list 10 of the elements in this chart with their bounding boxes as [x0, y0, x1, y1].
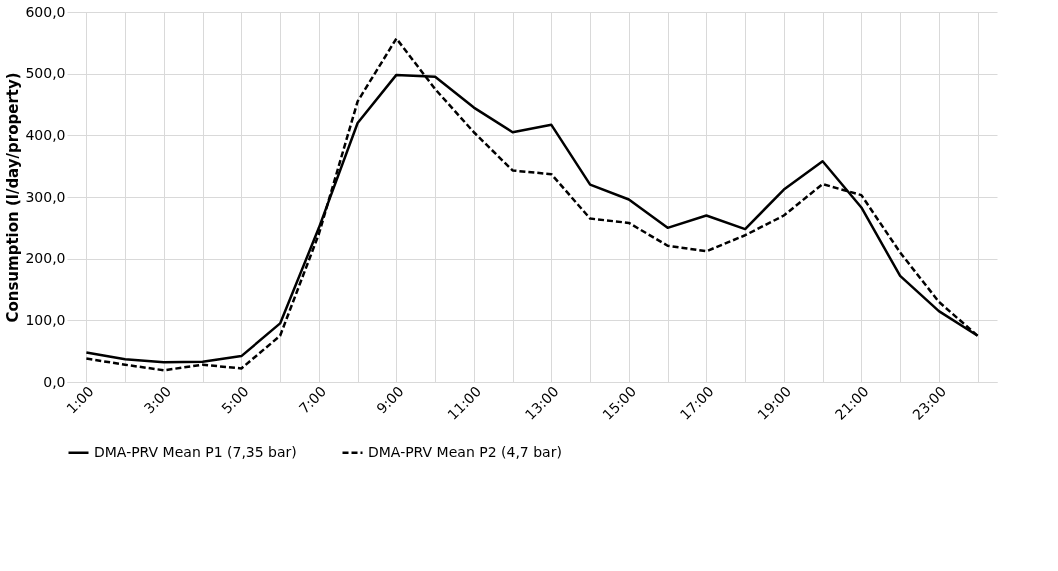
y-tick-label: 100,0: [25, 311, 66, 328]
legend-label: DMA-PRV Mean P1 (7,35 bar): [94, 443, 297, 460]
y-tick-label: 500,0: [25, 65, 66, 82]
y-tick-label: 400,0: [25, 126, 66, 143]
y-axis-title: Consumption (l/day/property): [4, 72, 23, 323]
legend-label: DMA-PRV Mean P2 (4,7 bar): [368, 443, 562, 460]
y-tick-label: 600,0: [25, 3, 66, 20]
y-tick-label: 0,0: [43, 373, 66, 390]
y-tick-label: 200,0: [25, 250, 66, 267]
y-tick-label: 300,0: [25, 188, 66, 205]
